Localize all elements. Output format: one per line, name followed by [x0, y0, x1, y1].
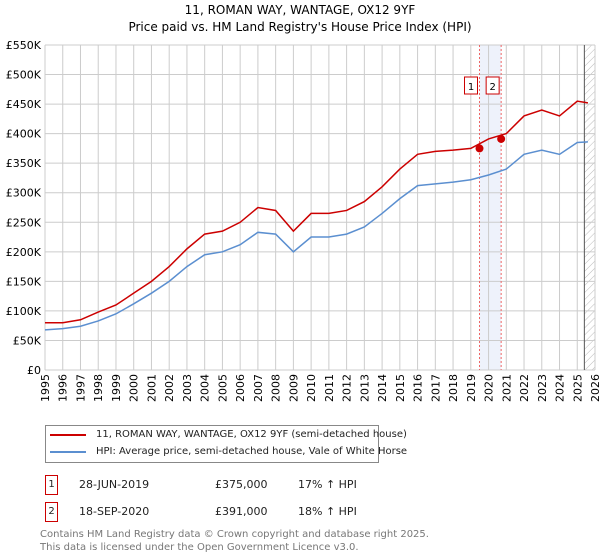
x-tick-label: 2020 — [483, 374, 496, 402]
x-tick-label: 1996 — [57, 374, 70, 402]
sale-label: 2 — [489, 82, 495, 93]
sale-hpi-change: 17% ↑ HPI — [298, 478, 357, 491]
legend: 11, ROMAN WAY, WANTAGE, OX12 9YF (semi-d… — [45, 425, 407, 463]
x-tick-label: 2015 — [394, 374, 407, 402]
red-line-swatch — [50, 433, 86, 436]
legend-item-hpi: HPI: Average price, semi-detached house,… — [46, 443, 407, 460]
y-tick-label: £450K — [6, 98, 42, 111]
legend-item-property: 11, ROMAN WAY, WANTAGE, OX12 9YF (semi-d… — [46, 426, 407, 443]
sale-label-box — [464, 76, 478, 95]
x-tick-label: 2014 — [376, 374, 389, 402]
legend-label: 11, ROMAN WAY, WANTAGE, OX12 9YF (semi-d… — [96, 429, 407, 440]
blue-line-swatch — [50, 450, 86, 453]
x-tick-label: 2016 — [412, 374, 425, 402]
sale-label-box — [485, 76, 500, 95]
x-tick-label: 1998 — [92, 374, 105, 402]
x-tick-label: 1999 — [110, 374, 123, 402]
x-tick-label: 2017 — [429, 374, 442, 402]
chart-title: 11, ROMAN WAY, WANTAGE, OX12 9YF — [185, 3, 416, 17]
y-tick-label: £400K — [6, 128, 42, 141]
footer: Contains HM Land Registry data © Crown c… — [40, 528, 429, 554]
y-tick-label: £550K — [6, 39, 42, 52]
x-tick-label: 2026 — [589, 374, 600, 402]
x-tick-label: 2022 — [518, 374, 531, 402]
x-tick-label: 2018 — [447, 374, 460, 402]
legend-label: HPI: Average price, semi-detached house,… — [96, 446, 408, 457]
y-tick-label: £0 — [27, 364, 41, 377]
x-tick-label: 2021 — [500, 374, 513, 402]
sale-row: 2 18-SEP-2020 £391,000 18% ↑ HPI — [45, 502, 445, 522]
x-tick-label: 2023 — [536, 374, 549, 402]
x-tick-label: 2004 — [199, 374, 212, 402]
series-line — [44, 141, 588, 331]
sale-label: 1 — [468, 82, 474, 93]
forecast-hatch — [584, 45, 595, 370]
y-tick-label: £50K — [13, 334, 42, 347]
x-tick-label: 2011 — [323, 374, 336, 402]
price-chart: 11, ROMAN WAY, WANTAGE, OX12 9YF Price p… — [6, 3, 600, 402]
x-tick-label: 2013 — [358, 374, 371, 402]
sale-point — [497, 134, 506, 143]
sale-price: £391,000 — [215, 505, 268, 518]
x-tick-label: 2005 — [216, 374, 229, 402]
y-tick-label: £150K — [6, 275, 42, 288]
x-tick-label: 1995 — [39, 374, 52, 402]
sale-period-band — [479, 45, 502, 370]
sale-hpi-change: 18% ↑ HPI — [298, 505, 357, 518]
x-tick-label: 2003 — [181, 374, 194, 402]
x-tick-label: 2024 — [554, 374, 567, 402]
x-tick-label: 2012 — [341, 374, 354, 402]
x-tick-label: 2006 — [234, 374, 247, 402]
sale-date: 18-SEP-2020 — [79, 505, 150, 518]
x-tick-label: 2007 — [252, 374, 265, 402]
x-tick-label: 2000 — [128, 374, 141, 402]
y-tick-label: £350K — [6, 157, 42, 170]
sale-price: £375,000 — [215, 478, 268, 491]
x-tick-label: 1997 — [74, 374, 87, 402]
x-tick-label: 2025 — [571, 374, 584, 402]
sale-row: 1 28-JUN-2019 £375,000 17% ↑ HPI — [45, 475, 445, 495]
y-tick-label: £200K — [6, 246, 42, 259]
x-tick-label: 2019 — [465, 374, 478, 402]
x-tick-label: 2002 — [163, 374, 176, 402]
sale-date: 28-JUN-2019 — [79, 478, 150, 491]
footer-licence: This data is licensed under the Open Gov… — [40, 542, 359, 553]
y-tick-label: £250K — [6, 216, 42, 229]
sale-marker-badge: 2 — [45, 502, 58, 522]
sale-point — [475, 144, 484, 153]
y-tick-label: £500K — [6, 69, 42, 82]
x-tick-label: 2009 — [287, 374, 300, 402]
x-tick-label: 2001 — [145, 374, 158, 402]
chart-subtitle: Price paid vs. HM Land Registry's House … — [128, 20, 471, 34]
y-tick-label: £300K — [6, 187, 42, 200]
footer-copyright: Contains HM Land Registry data © Crown c… — [40, 529, 429, 540]
x-tick-label: 2008 — [270, 374, 283, 402]
series-line — [45, 100, 589, 324]
sale-marker-badge: 1 — [45, 475, 58, 495]
y-tick-label: £100K — [6, 305, 42, 318]
x-tick-label: 2010 — [305, 374, 318, 402]
